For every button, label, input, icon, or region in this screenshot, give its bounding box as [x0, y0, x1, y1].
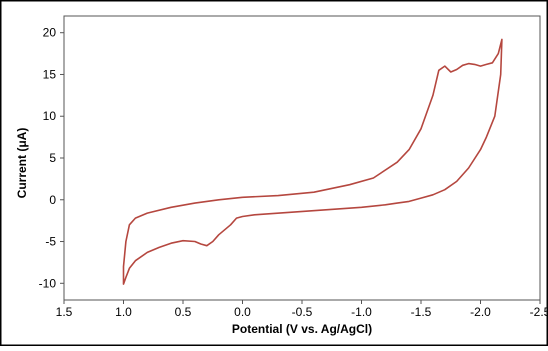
x-tick-label: -1.5: [411, 305, 432, 319]
ticks-layer: 1.5 1.0 0.5 0.0 -0.5 -1.0 -1.5 -2.0 -2.5 -10 -5 0 5 1…: [39, 26, 548, 319]
x-tick-label: 1.0: [115, 305, 132, 319]
x-tick-label: 0.0: [234, 305, 251, 319]
y-tick-label: 0: [49, 193, 56, 207]
y-tick-label: -5: [45, 235, 56, 249]
y-tick-label: 10: [43, 109, 57, 123]
x-tick-label: 0.5: [175, 305, 192, 319]
series-layer: [122, 38, 503, 285]
x-tick-label: -2.0: [470, 305, 491, 319]
x-tick-label: 1.5: [56, 305, 73, 319]
y-tick-label: 20: [43, 26, 57, 40]
x-axis-label: Potential (V vs. Ag/AgCl): [232, 322, 372, 336]
x-tick-label: -2.5: [530, 305, 548, 319]
y-tick-label: 15: [43, 67, 57, 81]
y-tick-label: 5: [49, 151, 56, 165]
cv-curve: [122, 38, 503, 285]
y-tick-label: -10: [39, 276, 57, 290]
y-axis-label: Current (μA): [15, 128, 29, 199]
x-tick-label: -0.5: [292, 305, 313, 319]
x-tick-label: -1.0: [351, 305, 372, 319]
